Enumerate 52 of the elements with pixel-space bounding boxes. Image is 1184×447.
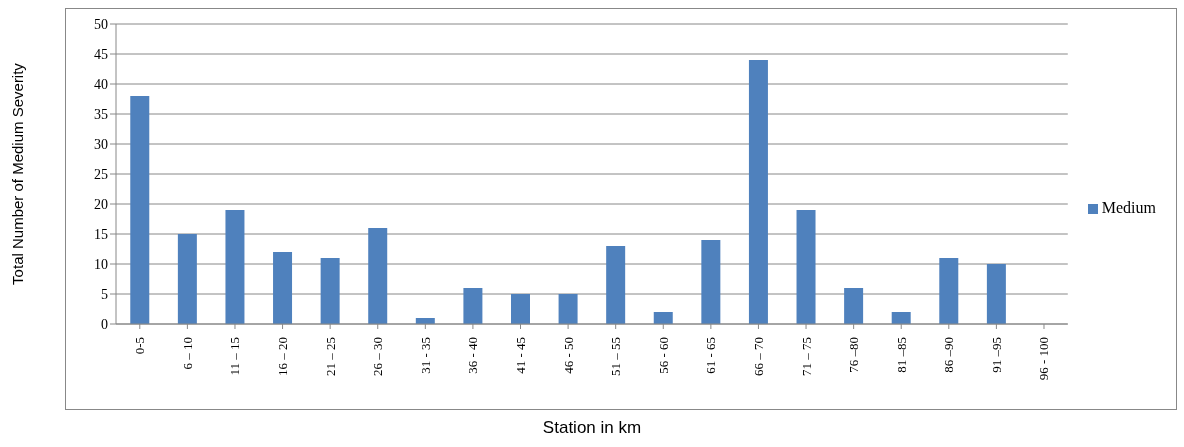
x-tick-label: 11 – 15 [227,337,243,376]
y-tick-label: 20 [94,196,108,212]
x-tick-label: 26 – 30 [370,337,386,376]
x-tick-label: 31 - 35 [417,337,433,374]
y-tick-label: 25 [94,166,108,182]
x-tick-label: 0-5 [132,337,148,355]
x-tick-label: 16 – 20 [275,337,291,376]
bar [844,288,864,324]
bar [701,240,721,324]
y-tick-label: 30 [94,136,108,152]
y-tick-label: 45 [94,46,108,62]
bar [891,312,911,324]
legend-label: Medium [1101,199,1156,216]
bar [796,210,816,324]
x-tick-label: 6 – 10 [179,337,195,370]
bar [558,294,578,324]
x-tick-label: 91 –95 [988,337,1004,373]
x-tick-label: 81 –85 [893,337,909,373]
x-tick-label: 46 - 50 [560,337,576,374]
y-tick-label: 5 [101,286,108,302]
y-axis-title: Total Number of Medium Severity [9,62,27,285]
y-tick-label: 0 [101,316,108,332]
bar [225,210,245,324]
x-tick-label: 71 – 75 [798,337,814,376]
x-tick-label: 66 – 70 [750,337,766,376]
x-tick-label: 36 - 40 [465,337,481,374]
y-tick-label: 50 [94,16,108,32]
bar [320,258,340,324]
y-tick-label: 10 [94,256,108,272]
x-tick-label: 56 - 60 [655,337,671,374]
x-tick-label: 61 - 65 [703,337,719,374]
bar [653,312,673,324]
bar [510,294,530,324]
y-tick-label: 40 [94,76,108,92]
bar [606,246,626,324]
bar [177,234,197,324]
bar [463,288,483,324]
x-tick-label: 21 – 25 [322,337,338,376]
bar [939,258,959,324]
bar [368,228,388,324]
bar [273,252,293,324]
bar [130,96,150,324]
x-tick-label: 76 –80 [846,337,862,373]
x-tick-label: 51 – 55 [608,337,624,376]
y-tick-label: 35 [94,106,108,122]
x-tick-label: 96 - 100 [1036,337,1052,381]
bar [748,60,768,324]
x-tick-label: 41 - 45 [513,337,529,374]
x-axis-title: Station in km [541,418,643,438]
y-tick-label: 15 [94,226,108,242]
x-tick-label: 86 –90 [941,337,957,373]
bar [986,264,1006,324]
